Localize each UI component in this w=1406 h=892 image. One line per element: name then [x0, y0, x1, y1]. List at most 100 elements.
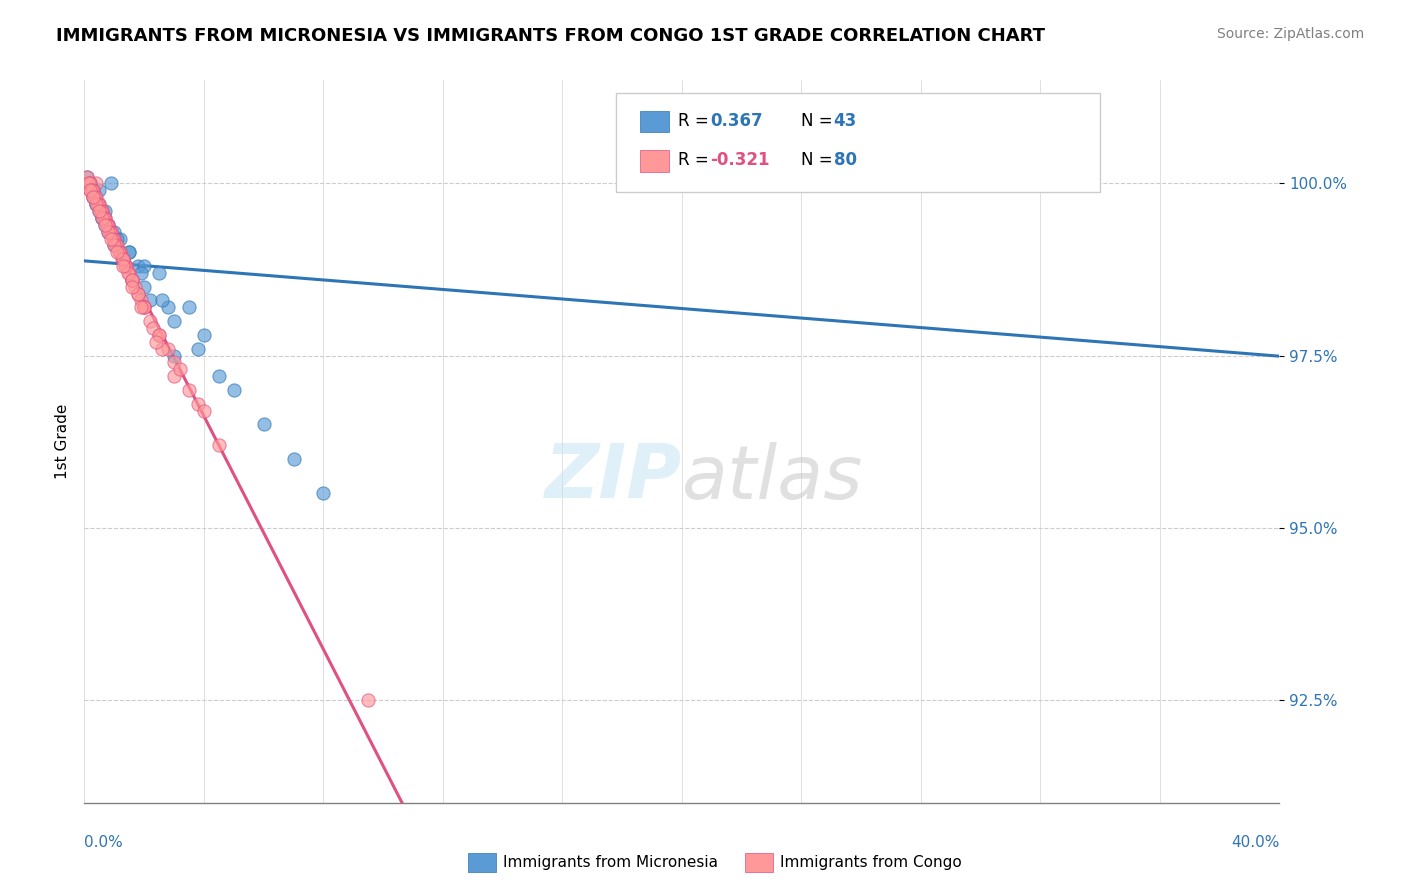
- Point: [94, 204, 117, 219]
- Point: [89, 183, 111, 197]
- Point: [114, 259, 136, 273]
- Point: [187, 342, 209, 356]
- Text: IMMIGRANTS FROM MICRONESIA VS IMMIGRANTS FROM CONGO 1ST GRADE CORRELATION CHART: IMMIGRANTS FROM MICRONESIA VS IMMIGRANTS…: [56, 27, 1045, 45]
- Point: [79, 177, 101, 191]
- Point: [193, 403, 215, 417]
- Point: [127, 286, 149, 301]
- Point: [82, 190, 104, 204]
- Point: [104, 238, 127, 252]
- Point: [79, 177, 101, 191]
- Point: [121, 273, 143, 287]
- Bar: [640, 151, 669, 172]
- Point: [98, 225, 121, 239]
- Point: [145, 334, 167, 349]
- Point: [117, 266, 139, 280]
- Point: [91, 204, 114, 219]
- Point: [222, 383, 245, 397]
- Text: N =: N =: [801, 152, 838, 169]
- Text: Immigrants from Congo: Immigrants from Congo: [780, 855, 962, 870]
- Point: [93, 211, 115, 225]
- Point: [100, 177, 122, 191]
- Point: [118, 245, 141, 260]
- Point: [101, 231, 124, 245]
- Point: [163, 349, 186, 363]
- Point: [157, 301, 180, 315]
- Point: [76, 169, 98, 184]
- Point: [148, 327, 170, 342]
- Point: [169, 362, 191, 376]
- Point: [105, 238, 128, 252]
- Point: [177, 383, 200, 397]
- Point: [91, 211, 114, 225]
- Point: [100, 231, 122, 245]
- Point: [91, 211, 114, 225]
- Point: [94, 211, 117, 225]
- Point: [76, 177, 98, 191]
- Point: [89, 204, 111, 219]
- Point: [83, 190, 105, 204]
- Point: [94, 218, 117, 232]
- Point: [132, 259, 156, 273]
- Point: [208, 369, 231, 384]
- Point: [112, 252, 135, 267]
- Point: [177, 301, 200, 315]
- Point: [121, 273, 143, 287]
- Point: [103, 238, 125, 252]
- Point: [118, 266, 141, 280]
- Point: [94, 211, 117, 225]
- Point: [312, 486, 335, 500]
- Point: [105, 245, 128, 260]
- Point: [97, 218, 120, 232]
- Point: [132, 301, 156, 315]
- Point: [132, 301, 156, 315]
- Bar: [640, 111, 669, 132]
- Point: [105, 231, 128, 245]
- Point: [150, 342, 173, 356]
- Text: R =: R =: [678, 112, 714, 129]
- Point: [82, 183, 104, 197]
- Point: [86, 197, 108, 211]
- Point: [193, 327, 215, 342]
- Point: [1059, 156, 1081, 170]
- Point: [76, 169, 98, 184]
- Point: [91, 204, 114, 219]
- Point: [91, 211, 114, 225]
- Text: ZIP: ZIP: [544, 442, 682, 514]
- Text: 80: 80: [834, 152, 856, 169]
- Point: [100, 225, 122, 239]
- Point: [132, 279, 156, 293]
- Point: [118, 245, 141, 260]
- Point: [82, 183, 104, 197]
- Point: [253, 417, 276, 432]
- Point: [163, 314, 186, 328]
- Point: [150, 293, 173, 308]
- Text: 43: 43: [834, 112, 856, 129]
- Text: 0.367: 0.367: [710, 112, 763, 129]
- Text: 40.0%: 40.0%: [1232, 835, 1279, 850]
- Point: [100, 225, 122, 239]
- Point: [77, 177, 100, 191]
- Point: [129, 301, 152, 315]
- FancyBboxPatch shape: [616, 93, 1101, 193]
- Point: [127, 259, 149, 273]
- Point: [129, 266, 152, 280]
- Point: [163, 369, 186, 384]
- Point: [110, 245, 132, 260]
- Point: [132, 301, 156, 315]
- Point: [82, 190, 104, 204]
- Point: [86, 190, 108, 204]
- Point: [139, 293, 162, 308]
- Point: [142, 321, 165, 335]
- Point: [97, 225, 120, 239]
- Text: Source: ZipAtlas.com: Source: ZipAtlas.com: [1216, 27, 1364, 41]
- Point: [129, 293, 152, 308]
- Point: [110, 245, 132, 260]
- Point: [79, 177, 101, 191]
- Text: Immigrants from Micronesia: Immigrants from Micronesia: [503, 855, 718, 870]
- Point: [139, 314, 162, 328]
- Point: [86, 177, 108, 191]
- Point: [97, 218, 120, 232]
- Point: [111, 252, 134, 267]
- Point: [94, 218, 117, 232]
- Point: [112, 259, 135, 273]
